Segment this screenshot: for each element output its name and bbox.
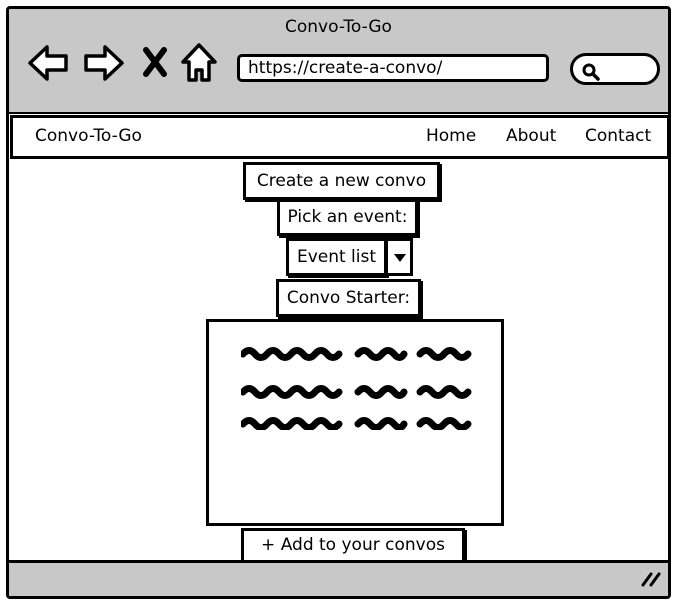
create-convo-heading: Create a new convo: [243, 162, 440, 200]
add-to-convos-button[interactable]: + Add to your convos: [241, 528, 465, 563]
home-icon[interactable]: [180, 42, 218, 84]
convo-starter-textarea[interactable]: [206, 319, 504, 526]
site-navbar: Convo-To-Go Home About Contact: [10, 115, 668, 159]
resize-grip-icon: [641, 572, 661, 587]
chevron-down-icon: [394, 254, 406, 262]
search-icon: [582, 63, 600, 81]
site-brand[interactable]: Convo-To-Go: [35, 126, 142, 146]
convo-starter-label: Convo Starter:: [276, 279, 421, 317]
browser-search-field[interactable]: [570, 53, 660, 85]
nav-link-about[interactable]: About: [506, 126, 557, 146]
url-bar[interactable]: https://create-a-convo/: [237, 54, 549, 82]
event-select[interactable]: Event list: [286, 238, 387, 276]
window-title: Convo-To-Go: [285, 17, 392, 37]
status-bar: [9, 560, 668, 596]
placeholder-scribble-text: [241, 347, 472, 430]
nav-link-home[interactable]: Home: [426, 126, 477, 146]
close-x-icon[interactable]: [142, 46, 168, 78]
back-arrow-icon[interactable]: [27, 43, 69, 83]
pick-event-label: Pick an event:: [277, 199, 418, 236]
nav-link-contact[interactable]: Contact: [585, 126, 652, 146]
event-select-toggle[interactable]: [385, 238, 413, 276]
forward-arrow-icon[interactable]: [83, 43, 125, 83]
browser-window: Convo-To-Go https://create-a-convo/ Conv…: [6, 6, 671, 599]
browser-chrome: Convo-To-Go https://create-a-convo/: [9, 9, 668, 114]
